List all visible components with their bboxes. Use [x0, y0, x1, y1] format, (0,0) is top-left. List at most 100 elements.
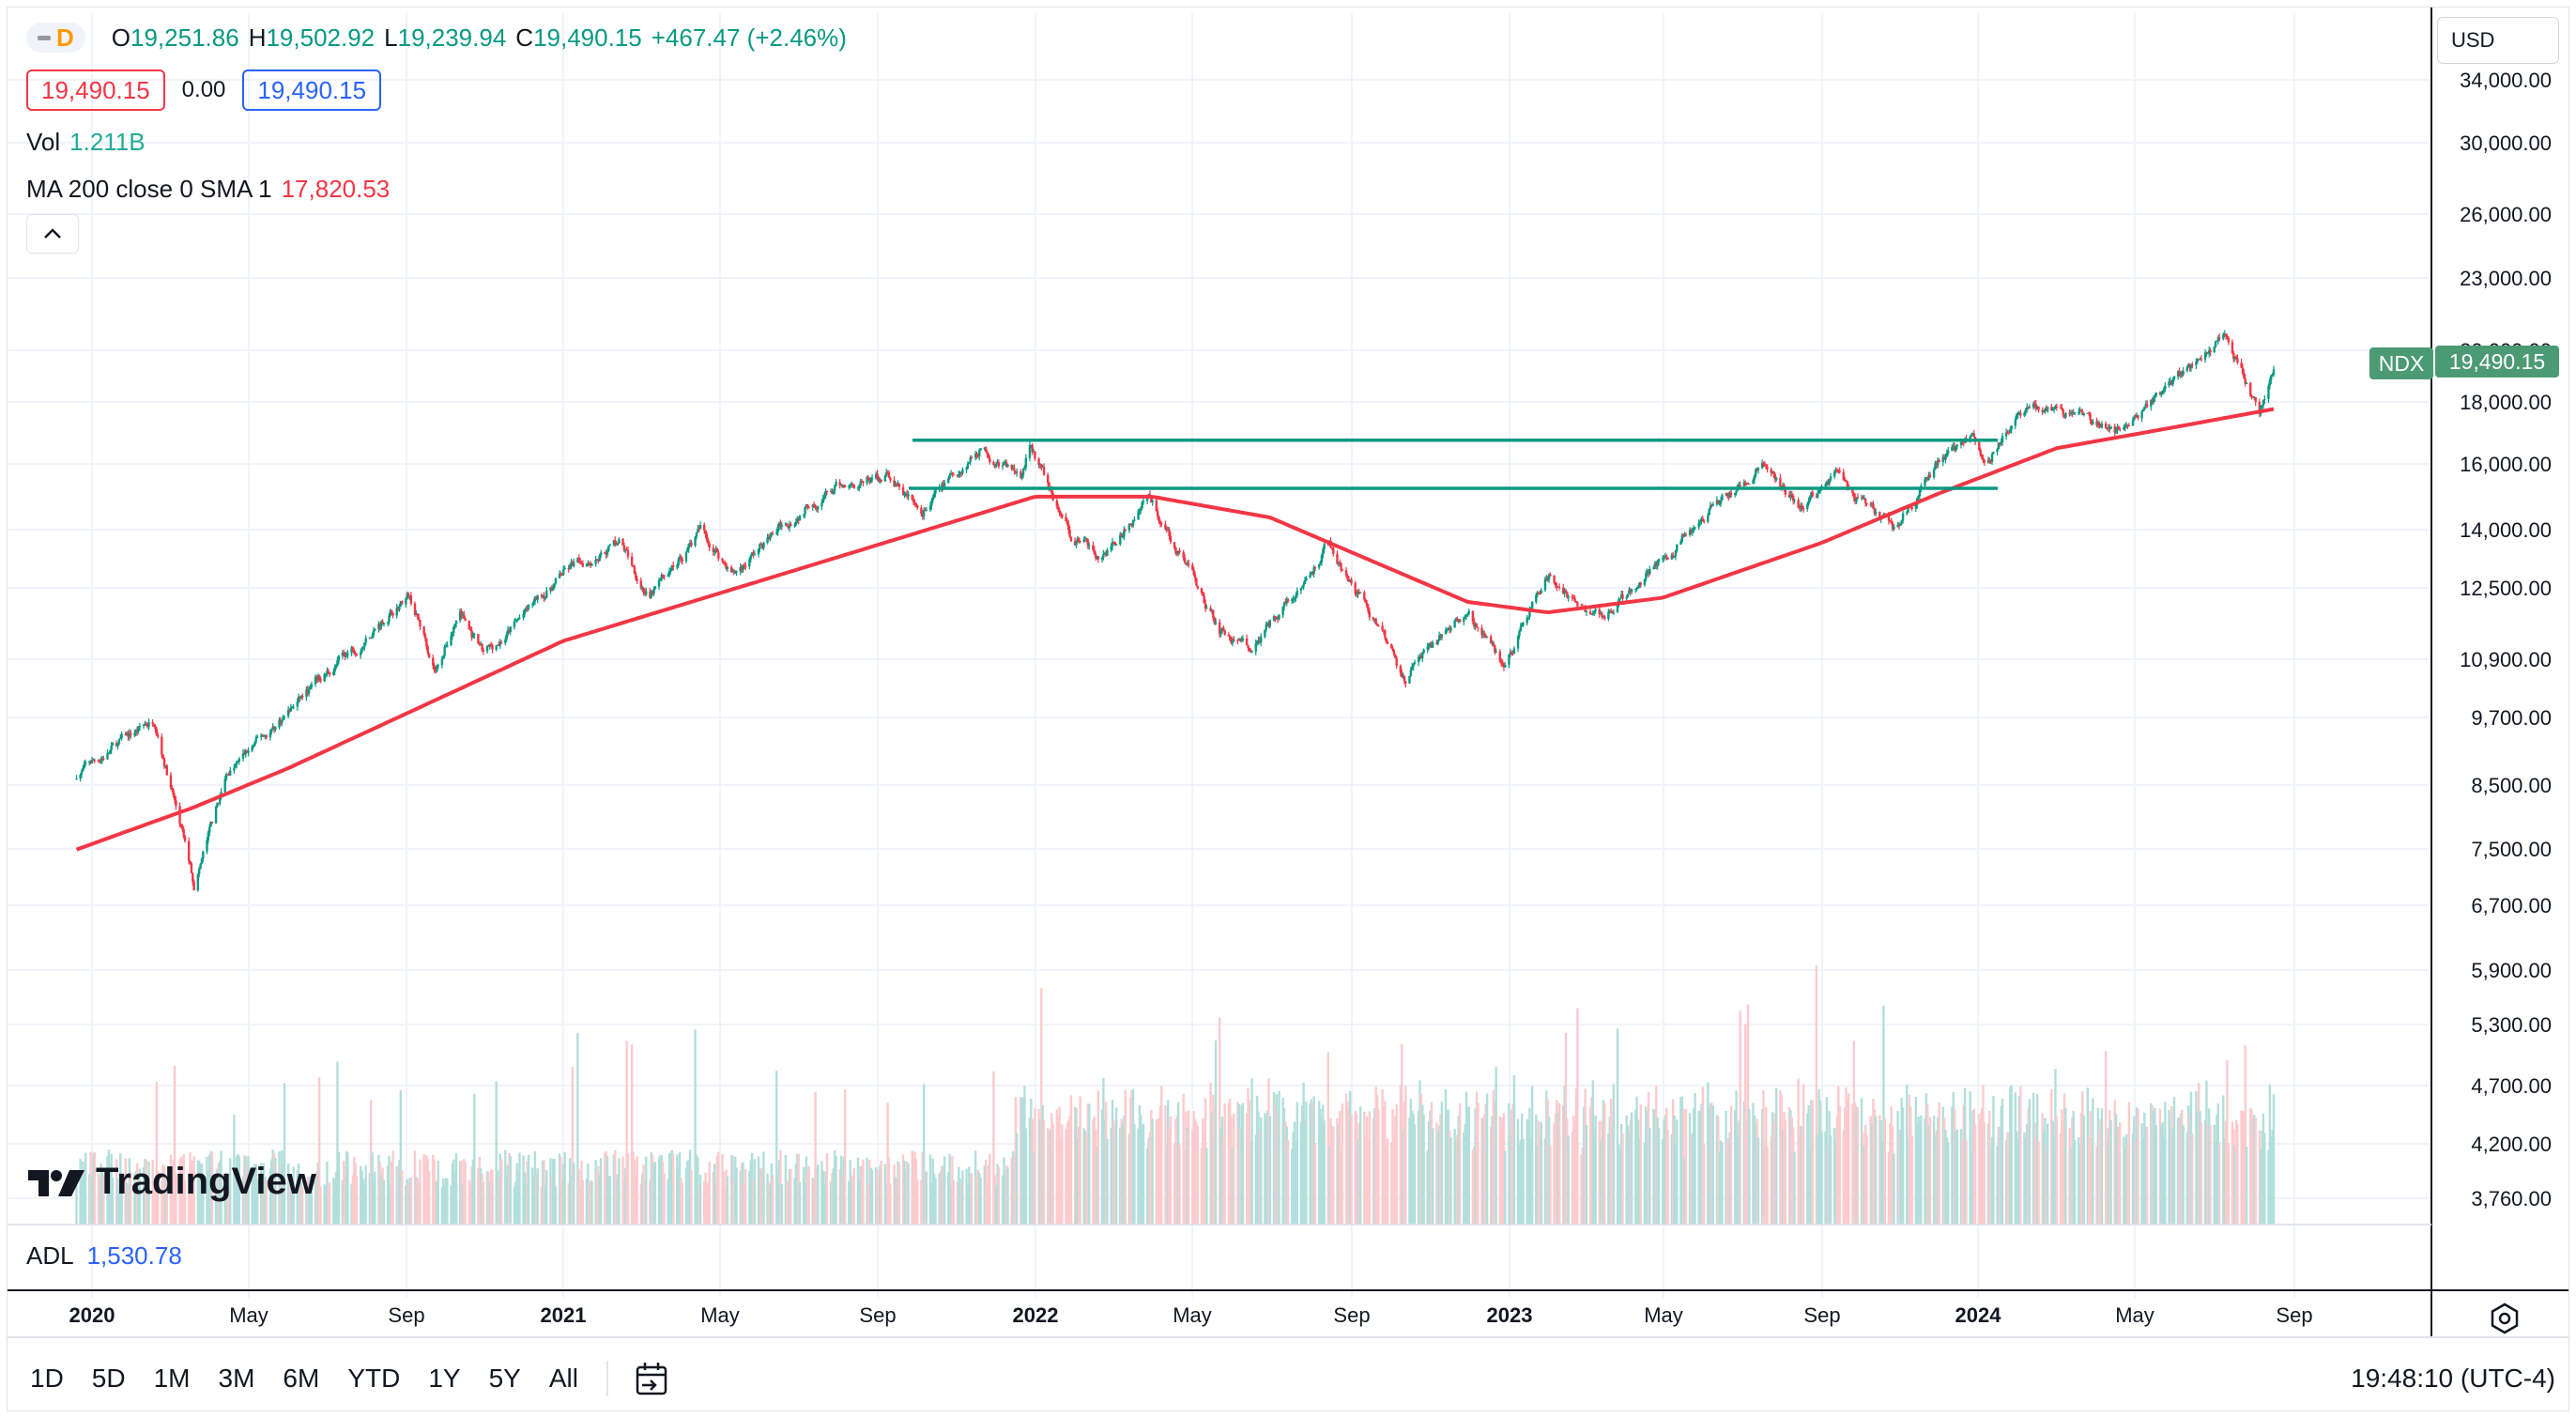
volume-bar — [223, 1184, 226, 1225]
timeframe-5d[interactable]: 5D — [91, 1364, 126, 1393]
ma200-line[interactable] — [75, 407, 2275, 852]
volume-bar — [2024, 1137, 2028, 1225]
volume-bar — [657, 1157, 661, 1225]
candle-body — [2197, 359, 2200, 361]
symbol-status-indicator[interactable]: D — [26, 23, 85, 53]
volume-bar — [1700, 1103, 1703, 1225]
candle-body — [413, 603, 417, 615]
timeframe-3m[interactable]: 3M — [218, 1364, 255, 1393]
candle-body — [769, 535, 772, 540]
volume-bar — [309, 1176, 312, 1225]
volume-bar — [1006, 1167, 1009, 1225]
volume-bar — [1427, 1121, 1431, 1225]
volume-bar — [1718, 1152, 1721, 1225]
volume-bar — [535, 1174, 538, 1225]
candle-body — [1832, 470, 1836, 477]
volume-bar — [2062, 1093, 2066, 1225]
timeframe-all[interactable]: All — [548, 1364, 578, 1393]
timeframe-1m[interactable]: 1M — [153, 1364, 191, 1393]
chevron-up-icon — [44, 228, 61, 239]
timeframe-1d[interactable]: 1D — [30, 1364, 64, 1393]
timeframe-5y[interactable]: 5Y — [488, 1364, 521, 1393]
volume-bar — [907, 1164, 910, 1225]
go-to-date-button[interactable] — [631, 1358, 672, 1399]
time-tick-label: Sep — [1333, 1303, 1370, 1327]
candle-body — [223, 778, 226, 793]
volume-bar — [154, 1179, 157, 1225]
volume-bar — [780, 1183, 783, 1225]
volume-bar — [1102, 1077, 1105, 1225]
timeframe-6m[interactable]: 6M — [283, 1364, 320, 1393]
candle-body — [2244, 378, 2246, 384]
candle-body — [992, 462, 995, 466]
candle-body — [1281, 607, 1284, 616]
volume-bar — [124, 1158, 127, 1225]
volume-bar — [1787, 1106, 1791, 1225]
volume-bar — [1748, 1108, 1751, 1225]
volume-bar — [2009, 1087, 2012, 1225]
volume-bar — [1645, 1106, 1648, 1225]
candle-body — [1952, 446, 1955, 448]
volume-bar — [614, 1149, 617, 1225]
candle-body — [1982, 457, 1985, 461]
volume-bar — [1772, 1122, 1775, 1225]
volume-bar — [852, 1167, 856, 1225]
volume-bar — [382, 1179, 386, 1225]
volume-bar — [1473, 1146, 1476, 1225]
timeframe-ytd[interactable]: YTD — [347, 1364, 401, 1393]
volume-bar — [811, 1178, 814, 1225]
candle-body — [1412, 663, 1415, 667]
volume-bar — [2261, 1130, 2263, 1225]
candle-body — [802, 514, 805, 516]
volume-bar — [2019, 1087, 2022, 1225]
candle-body — [986, 452, 989, 455]
volume-bar — [1779, 1089, 1782, 1225]
currency-selector[interactable]: USD — [2437, 17, 2559, 64]
candle-body — [1528, 609, 1531, 617]
volume-bar — [735, 1167, 738, 1225]
clock-timezone[interactable]: 19:48:10 (UTC-4) — [2351, 1364, 2555, 1393]
buy-price-button[interactable]: 19,490.15 — [242, 69, 382, 111]
ma-legend[interactable]: MA 200 close 0 SMA 1 17,820.53 — [26, 175, 390, 204]
candle-body — [1918, 489, 1922, 496]
volume-bar — [319, 1186, 322, 1225]
candle-body — [1265, 623, 1269, 625]
volume-bar — [1728, 1132, 1731, 1225]
candle-body — [1011, 468, 1015, 470]
volume-bar — [914, 1159, 918, 1225]
volume-bar — [1909, 1106, 1912, 1225]
volume-bar — [2268, 1084, 2272, 1225]
volume-bar — [904, 1169, 908, 1225]
volume-bar — [2090, 1137, 2093, 1225]
volume-bar — [1576, 1008, 1579, 1225]
volume-bar — [2182, 1125, 2185, 1225]
volume-bar — [1114, 1107, 1118, 1225]
candle-body — [904, 493, 908, 495]
chart-settings-button[interactable] — [2484, 1298, 2525, 1339]
tradingview-logo[interactable]: TradingView — [28, 1161, 316, 1203]
volume-bar — [343, 1161, 345, 1225]
candle-body — [477, 634, 480, 644]
candle-body — [676, 565, 679, 567]
volume-bar — [1401, 1043, 1403, 1225]
volume-bar — [1202, 1117, 1204, 1225]
volume-bar — [337, 1152, 341, 1225]
candle-body — [952, 474, 955, 476]
volume-bar — [1504, 1150, 1507, 1225]
sell-price-button[interactable]: 19,490.15 — [26, 69, 165, 111]
volume-bar — [1945, 1137, 1949, 1225]
candle-body — [1688, 530, 1692, 535]
candle-body — [1214, 622, 1218, 624]
candle-body — [1771, 471, 1774, 473]
collapse-legend-button[interactable] — [26, 214, 79, 254]
volume-bar — [1918, 1120, 1922, 1225]
volume-bar — [1264, 1113, 1266, 1225]
candle-body — [401, 601, 404, 605]
volume-bar — [807, 1165, 810, 1225]
candle-body — [1591, 612, 1595, 615]
volume-legend[interactable]: Vol 1.211B — [26, 128, 146, 157]
volume-bar — [2176, 1117, 2180, 1225]
timeframe-1y[interactable]: 1Y — [428, 1364, 461, 1393]
adl-legend[interactable]: ADL 1,530.78 — [26, 1241, 182, 1271]
